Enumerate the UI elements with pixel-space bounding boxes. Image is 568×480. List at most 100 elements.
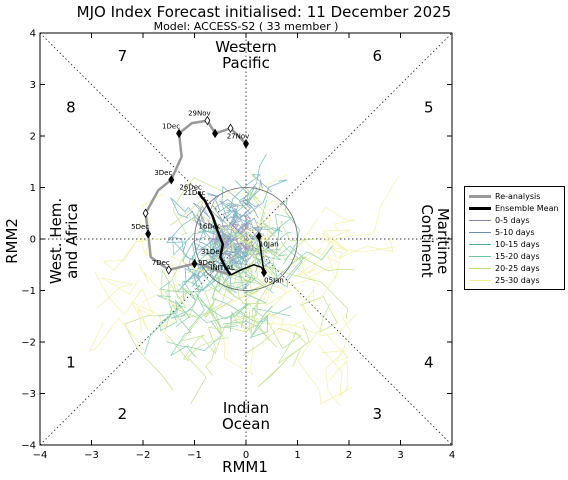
ensemble-member-track [123,315,174,391]
region-label-left: West. Hem.and Africa [47,198,81,284]
x-tick-label: −1 [187,450,202,461]
reanalysis-marker [145,229,152,239]
x-tick-label: −4 [33,450,48,461]
ensemble-member-track [245,216,272,258]
reanalysis-date-label: INITIAL [210,264,234,272]
region-label-left-line: and Africa [63,203,81,279]
reanalysis-marker [227,123,234,134]
legend-entry: Ensemble Mean [469,203,559,214]
phase-line-diagonal [39,32,453,446]
ensemble-member-track [320,229,351,259]
ensemble-member-track [228,174,272,215]
phase-number-label: 3 [373,405,383,423]
ensemble-member-track [170,197,201,223]
x-tick-label: 4 [449,450,455,461]
ensemble-member-track [201,303,249,333]
ensemble-member-track [184,258,201,284]
ensemble-member-track [318,246,396,301]
x-tick-label: 0 [243,450,249,461]
legend-entry: 25-30 days [469,275,540,286]
region-label-top-line: Western [215,38,277,56]
ensemble-member-track [217,273,266,304]
phase-number-label: 2 [118,405,128,423]
ensemble-member-track [241,221,252,233]
ensemble-member-track [234,298,259,332]
ensemble-member-track [172,177,223,235]
legend-swatch [469,232,491,233]
ensemble-member-track [297,329,353,405]
ensemble-member-track [269,244,334,291]
ensemble-member-track [207,194,225,222]
ensemble-member-track [205,326,218,376]
ensemble-member-track [299,295,338,333]
ensemble-spread [89,154,399,406]
reanalysis-marker [165,265,172,275]
legend-swatch [469,195,491,198]
x-tick-label: 1 [294,450,300,461]
legend-swatch [469,220,491,221]
ensemble-member-track [229,223,239,228]
ensemble-member-track [230,209,248,226]
ensemble-member-track [319,315,352,362]
ensemble-member-track [217,315,254,376]
legend-label: 20-25 days [495,264,540,273]
ensemble-mean-marker [255,231,262,242]
reanalysis-marker [168,175,175,185]
ensemble-member-track [236,223,282,258]
ensemble-member-track [166,334,205,362]
region-label-right-line: Maritime [434,208,452,274]
ensemble-member-track [239,256,278,277]
ensemble-member-track [254,231,292,273]
ensemble-member-track [279,221,316,261]
ensemble-mean-date-label: 21Dec [183,189,206,197]
forecast-date-label: 05Jan [264,276,284,284]
ensemble-member-track [201,324,278,355]
ensemble-member-track [193,229,207,251]
legend-entry: 20-25 days [469,263,540,274]
ensemble-member-track [294,258,324,277]
ensemble-member-track [228,248,243,260]
amplitude-circle [194,187,298,291]
ensemble-member-track [203,297,223,337]
ensemble-member-track [291,247,334,287]
ensemble-member-track [160,269,187,332]
legend-entry: Re-analysis [469,191,540,202]
ensemble-member-track [212,248,222,270]
ensemble-member-track [226,154,267,207]
ensemble-member-track [261,313,304,346]
ensemble-mean-date-label: 16Dec [198,222,221,230]
ensemble-member-track [188,292,239,331]
phase-number-label: 6 [373,47,383,65]
phase-line-diagonal [39,32,453,446]
reanalysis-date-label: 5Dec [131,223,149,231]
reanalysis-date-label: 9Dec [198,259,216,267]
legend-label: 5-10 days [495,228,535,237]
ensemble-member-track [277,331,307,368]
ensemble-member-track [277,245,305,280]
ensemble-member-track [185,210,202,226]
ensemble-member-track [280,197,300,265]
ensemble-member-track [232,185,258,216]
ensemble-member-track [301,286,321,331]
y-tick-label: 1 [30,183,36,194]
reanalysis-date-label: 27Nov [227,133,250,141]
y-axis-label: RMM2 [3,218,21,264]
ensemble-member-track [178,274,200,302]
x-tick-label: −3 [84,450,99,461]
reanalysis-marker [142,208,149,219]
ensemble-mean-date-label: 31Dec [201,248,224,256]
ensemble-member-track [138,264,190,328]
ensemble-member-track [216,235,232,259]
ensemble-member-track [142,241,234,303]
legend-swatch [469,244,491,245]
reanalysis-marker [212,128,219,139]
region-label-bottom-line: Indian [223,399,269,417]
ensemble-member-track [258,314,357,337]
ensemble-member-track [220,218,276,276]
ensemble-member-track [249,305,273,339]
y-tick-label: 3 [30,80,36,91]
forecast-date-label: 10Jan [259,240,279,248]
legend-label: 15-20 days [495,252,540,261]
